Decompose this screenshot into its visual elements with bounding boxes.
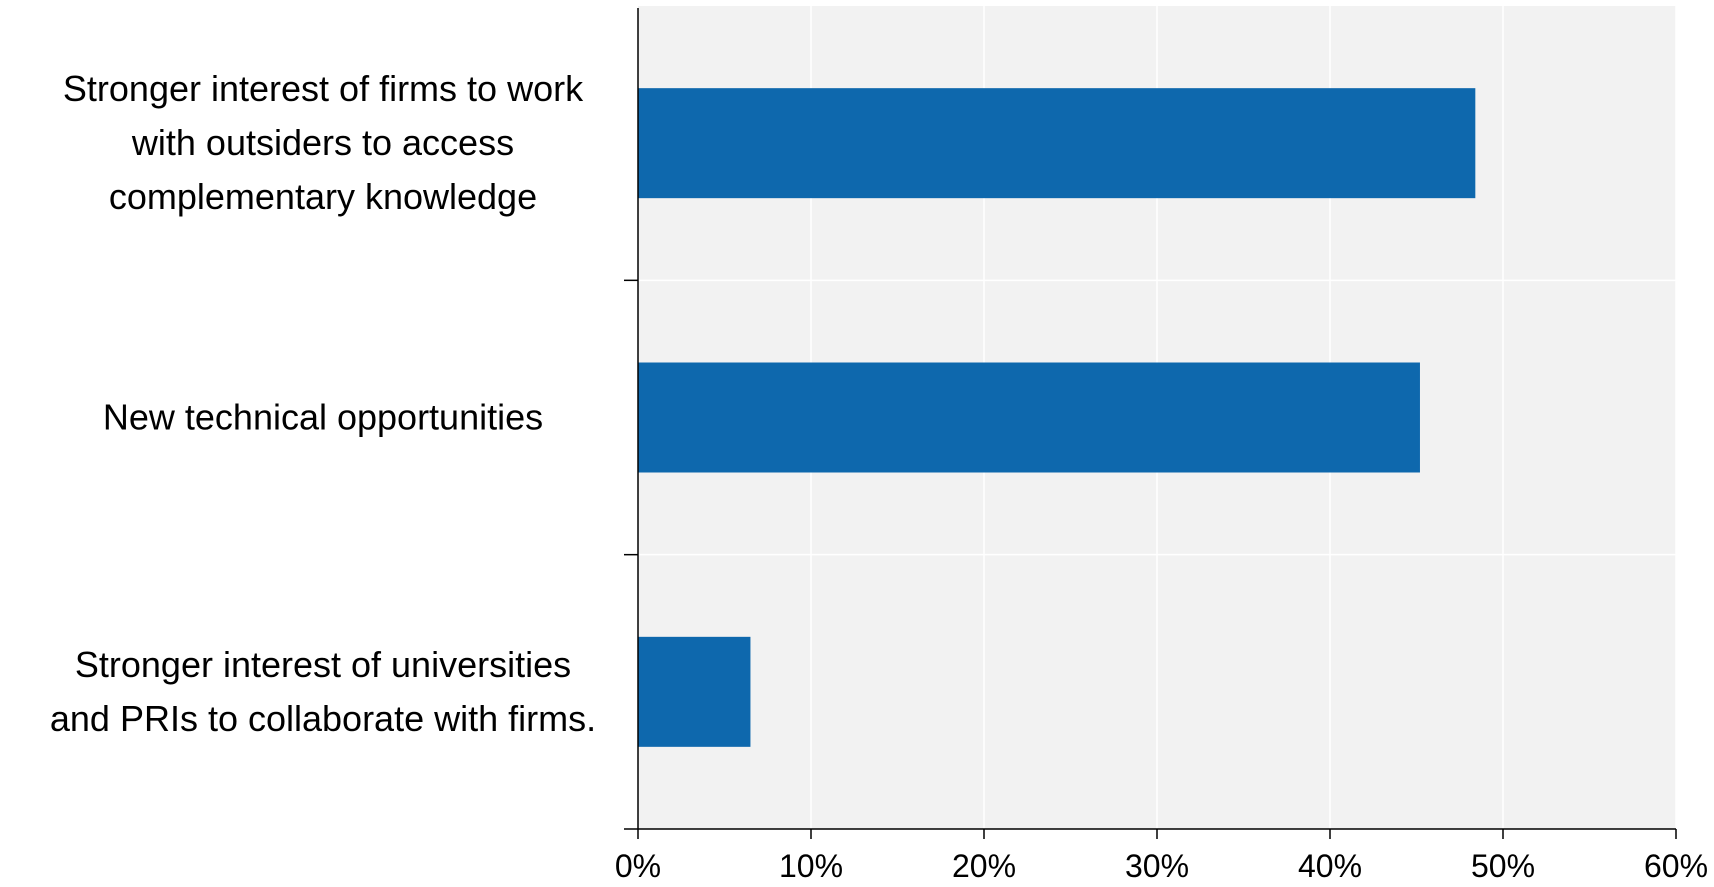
category-label: Stronger interest of firms to work with o… <box>63 68 584 217</box>
bar <box>638 362 1420 473</box>
bar <box>638 88 1476 199</box>
bars <box>638 88 1476 747</box>
category-label-line: Stronger interest of universities <box>75 644 571 685</box>
x-tick-labels: 0% 10% 20% 30% 40% 50% 60% <box>615 848 1708 884</box>
x-tick-label: 60% <box>1644 848 1708 884</box>
x-tick-label: 50% <box>1471 848 1535 884</box>
x-tick-label: 20% <box>952 848 1016 884</box>
category-label: New technical opportunities <box>103 397 543 438</box>
category-labels: Stronger interest of firms to work with o… <box>50 68 596 739</box>
category-label-line: with outsiders to access <box>131 122 514 163</box>
bar <box>638 636 751 747</box>
x-tick-label: 30% <box>1125 848 1189 884</box>
category-label-line: complementary knowledge <box>109 176 537 217</box>
x-tick-label: 10% <box>779 848 843 884</box>
axes <box>624 8 1677 839</box>
x-tick-label: 40% <box>1298 848 1362 884</box>
category-label-line: New technical opportunities <box>103 397 543 438</box>
category-label: Stronger interest of universities and PRI… <box>50 644 596 739</box>
x-tick-label: 0% <box>615 848 661 884</box>
category-label-line: Stronger interest of firms to work <box>63 68 584 109</box>
category-label-line: and PRIs to collaborate with firms. <box>50 698 596 739</box>
